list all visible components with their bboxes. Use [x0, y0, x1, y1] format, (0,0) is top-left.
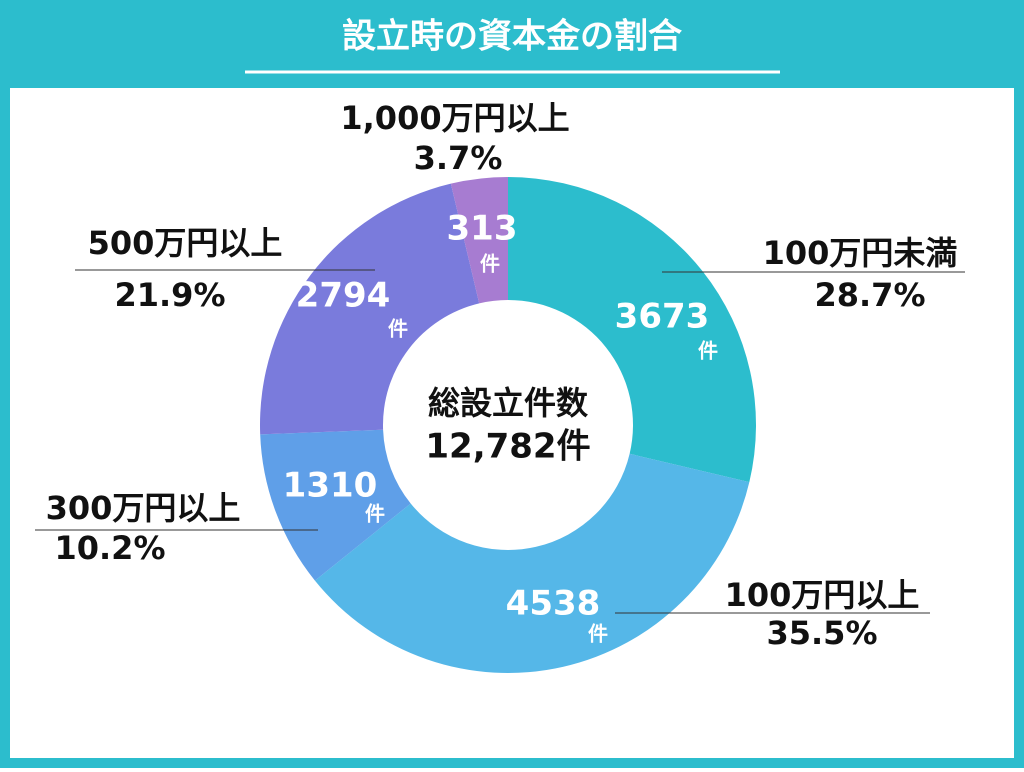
category-label: 1,000万円以上 — [340, 99, 569, 137]
slice-count: 3673 — [615, 297, 710, 337]
slice — [508, 177, 756, 483]
value-label: 21.9% — [114, 276, 225, 314]
count-unit: 件 — [365, 502, 385, 526]
slice-count: 313 — [447, 209, 518, 249]
count-unit: 件 — [698, 339, 718, 363]
center-label: 総設立件数 — [428, 384, 589, 422]
slice — [314, 453, 750, 673]
count-unit: 件 — [388, 317, 408, 341]
value-label: 10.2% — [54, 529, 165, 567]
category-label: 100万円以上 — [725, 576, 920, 614]
total-label: 12,782件 — [425, 427, 590, 467]
slice — [260, 429, 411, 581]
category-label: 300万円以上 — [46, 489, 241, 527]
count-unit: 件 — [588, 622, 608, 646]
category-label: 100万円未満 — [763, 234, 958, 272]
value-label: 28.7% — [814, 276, 925, 314]
category-label: 500万円以上 — [88, 224, 283, 262]
chart-title: 設立時の資本金の割合 — [342, 17, 682, 57]
slice-count: 2794 — [296, 276, 391, 316]
value-label: 35.5% — [766, 614, 877, 652]
slice — [260, 183, 480, 435]
slice — [450, 177, 508, 304]
slice-count: 1310 — [283, 466, 378, 506]
value-label: 3.7% — [414, 139, 503, 177]
slice-count: 4538 — [506, 584, 601, 624]
count-unit: 件 — [480, 252, 500, 276]
